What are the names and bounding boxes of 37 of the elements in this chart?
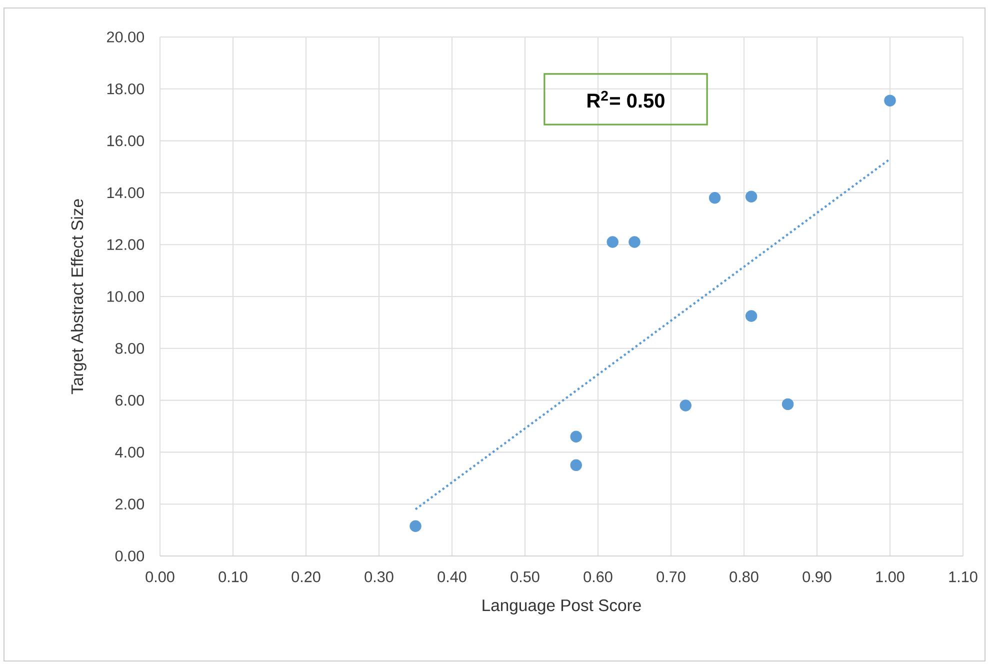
- point: [745, 310, 758, 322]
- y-tick-label: 20.00: [107, 32, 144, 42]
- y-tick-label: 16.00: [107, 135, 144, 146]
- x-tick-label: 1.00: [876, 571, 904, 582]
- point: [680, 400, 692, 412]
- x-tick-label: 0.00: [146, 571, 174, 582]
- x-tick-label: 0.10: [218, 571, 248, 582]
- x-tick-label: 0.50: [510, 571, 540, 582]
- y-tick-label: 14.00: [107, 187, 144, 198]
- point: [884, 94, 896, 106]
- point: [708, 192, 721, 204]
- y-tick-label: 2.00: [116, 498, 144, 510]
- y-tick-label: 12.00: [107, 239, 144, 250]
- y-tick-label: 4.00: [115, 446, 144, 458]
- y-axis-title: Target Abstract Effect Size: [70, 199, 86, 394]
- y-tick-label: 0.00: [115, 550, 144, 562]
- x-tick-label: 1.10: [949, 571, 978, 582]
- point: [628, 236, 640, 248]
- point: [410, 520, 422, 532]
- x-tick-label: 0.40: [438, 571, 466, 582]
- y-tick-label: 6.00: [116, 394, 144, 406]
- x-tick-label: 0.90: [802, 571, 832, 582]
- y-tick-label: 10.00: [107, 291, 144, 302]
- y-tick-label: 8.00: [115, 342, 144, 354]
- x-tick-label: 0.60: [584, 571, 612, 582]
- x-tick-label: 0.80: [730, 571, 758, 582]
- x-tick-label: 0.70: [656, 571, 686, 582]
- x-tick-label: 0.30: [364, 571, 394, 582]
- point: [570, 430, 582, 442]
- annotation: R$^{2}$= 0.50: [588, 90, 664, 108]
- x-axis-title: Language Post Score: [482, 599, 641, 614]
- point: [782, 398, 794, 410]
- point: [745, 190, 758, 202]
- x-tick-label: 0.20: [292, 571, 320, 582]
- point: [570, 459, 582, 472]
- y-tick-label: 18.00: [107, 83, 144, 94]
- point: [606, 236, 618, 248]
